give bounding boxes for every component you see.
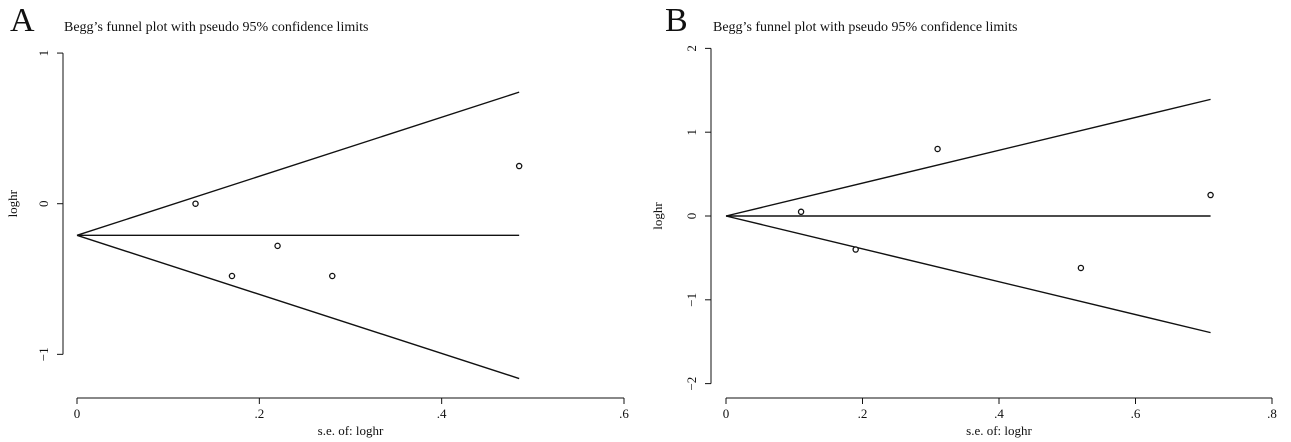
- study-point: [329, 272, 336, 280]
- x-tick-label: .4: [994, 406, 1004, 421]
- y-axis-label: loghr: [650, 202, 665, 230]
- study-point: [192, 200, 199, 207]
- x-tick-label: .6: [1131, 406, 1141, 421]
- panel-letter: B: [665, 2, 688, 39]
- study-point: [1077, 264, 1085, 272]
- y-tick-label: −1: [684, 293, 699, 307]
- x-axis-label: s.e. of: loghr: [966, 423, 1032, 438]
- y-tick-label: 2: [684, 45, 699, 52]
- x-axis-label: s.e. of: loghr: [318, 423, 384, 438]
- x-tick-label: 0: [723, 406, 730, 421]
- y-tick-label: 1: [36, 50, 51, 57]
- y-tick-label: 0: [36, 200, 51, 207]
- x-tick-label: .4: [437, 406, 447, 421]
- study-point: [1207, 191, 1214, 199]
- y-tick-label: 0: [684, 213, 699, 220]
- upper-confidence-limit: [725, 98, 1211, 217]
- study-point: [934, 145, 941, 153]
- y-tick-label: −1: [36, 347, 51, 361]
- panel-a: A Begg’s funnel plot with pseudo 95% con…: [0, 0, 645, 442]
- study-point: [274, 242, 281, 250]
- study-point: [852, 246, 859, 253]
- panel-b: B Begg’s funnel plot with pseudo 95% con…: [645, 0, 1291, 442]
- upper-confidence-limit: [76, 91, 520, 237]
- chart-title: Begg’s funnel plot with pseudo 95% confi…: [64, 20, 369, 35]
- study-point: [797, 208, 805, 216]
- study-point: [515, 162, 523, 170]
- y-axis-label: loghr: [5, 189, 20, 217]
- x-tick-label: .8: [1267, 406, 1277, 421]
- chart-title: Begg’s funnel plot with pseudo 95% confi…: [713, 20, 1018, 35]
- x-tick-label: 0: [74, 406, 81, 421]
- x-tick-label: .2: [858, 406, 868, 421]
- y-tick-label: 1: [684, 129, 699, 136]
- lower-confidence-limit: [76, 234, 520, 380]
- funnel-plot-a: −1 0 1 0 .2 .4 .6 loghr s.e. of: loghr: [5, 50, 629, 438]
- x-tick-label: .2: [254, 406, 264, 421]
- study-point: [228, 272, 236, 280]
- y-tick-label: −2: [684, 377, 699, 391]
- funnel-plot-b: −2 −1 0 1 2 0 .2 .4 .6 .8 loghr s.e. of: loghr: [650, 45, 1277, 438]
- x-tick-label: .6: [619, 406, 629, 421]
- panel-letter: A: [10, 2, 35, 39]
- lower-confidence-limit: [725, 215, 1211, 334]
